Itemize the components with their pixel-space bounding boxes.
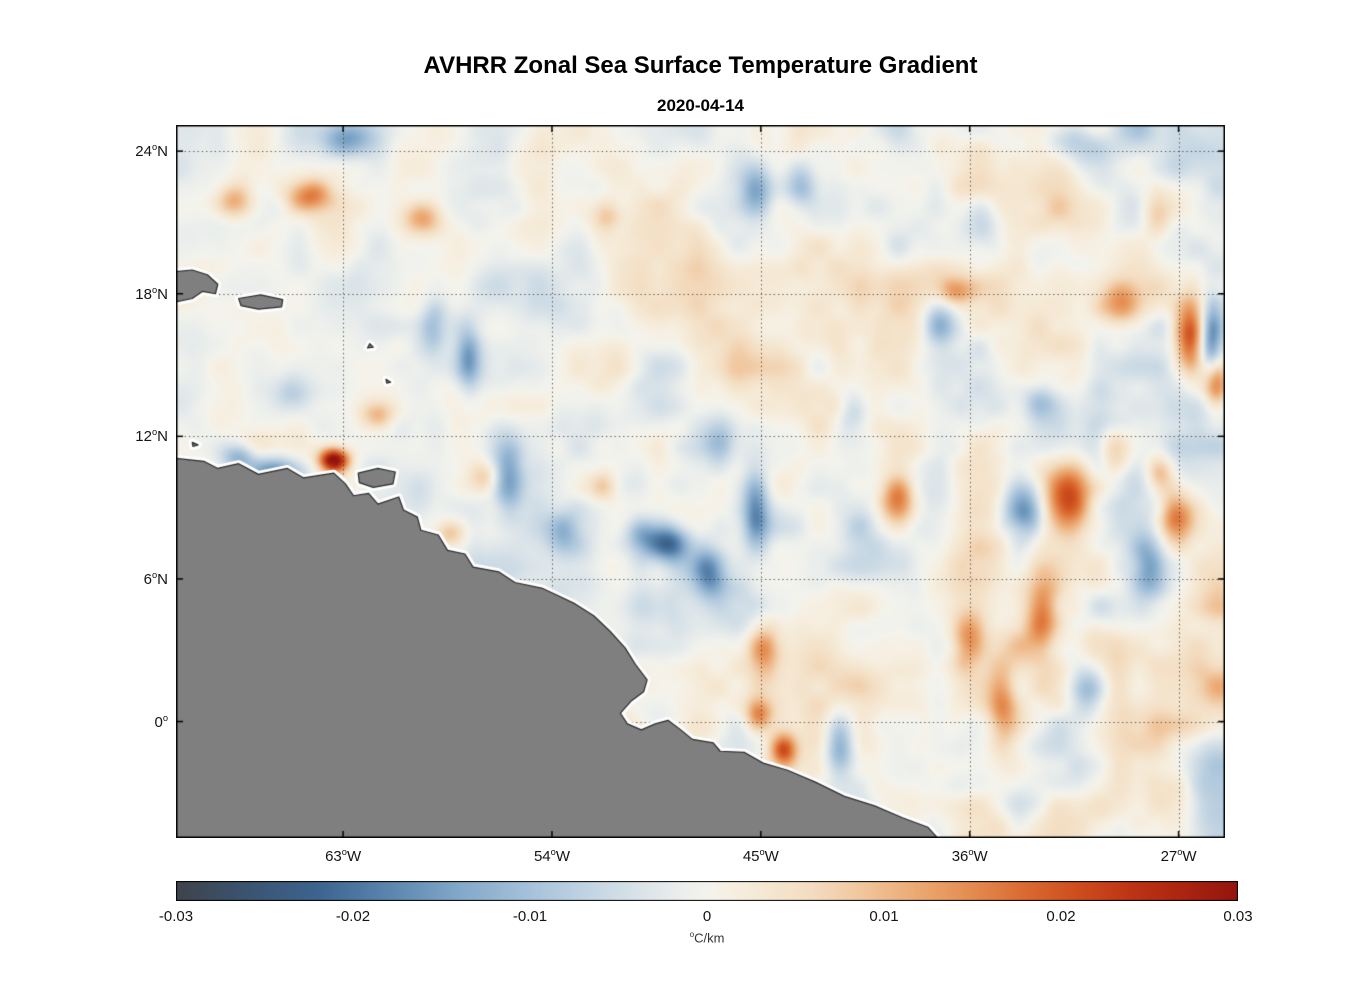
colorbar-canvas [176, 881, 1238, 901]
y-axis-tick-label: 6oN [143, 569, 168, 588]
x-axis-tick-label: 27oW [1160, 847, 1197, 865]
sst-field-canvas [176, 125, 1225, 838]
y-axis-tick-label: 18oN [135, 284, 168, 303]
x-axis-tick-label: 63oW [325, 847, 362, 865]
y-axis-tick-label: 24oN [135, 142, 168, 161]
y-axis-tick-label: 12oN [135, 427, 168, 446]
y-axis-tick-label: 0o [154, 712, 168, 731]
colorbar-unit-label: oC/km [689, 930, 725, 946]
x-axis-tick-label: 45oW [742, 847, 779, 865]
colorbar-tick-label: -0.01 [512, 908, 548, 925]
x-axis-tick-label: 36oW [951, 847, 988, 865]
colorbar-tick-label: -0.02 [335, 908, 371, 925]
chart-title: AVHRR Zonal Sea Surface Temperature Grad… [423, 52, 978, 79]
colorbar-tick-label: 0.02 [1046, 908, 1076, 925]
colorbar-tick-label: -0.03 [158, 908, 194, 925]
colorbar-tick-label: 0.01 [869, 908, 899, 925]
colorbar-tick-label: 0.03 [1223, 908, 1253, 925]
colorbar-tick-label: 0 [702, 908, 712, 925]
x-axis-tick-label: 54oW [533, 847, 570, 865]
chart-date: 2020-04-14 [657, 96, 744, 115]
